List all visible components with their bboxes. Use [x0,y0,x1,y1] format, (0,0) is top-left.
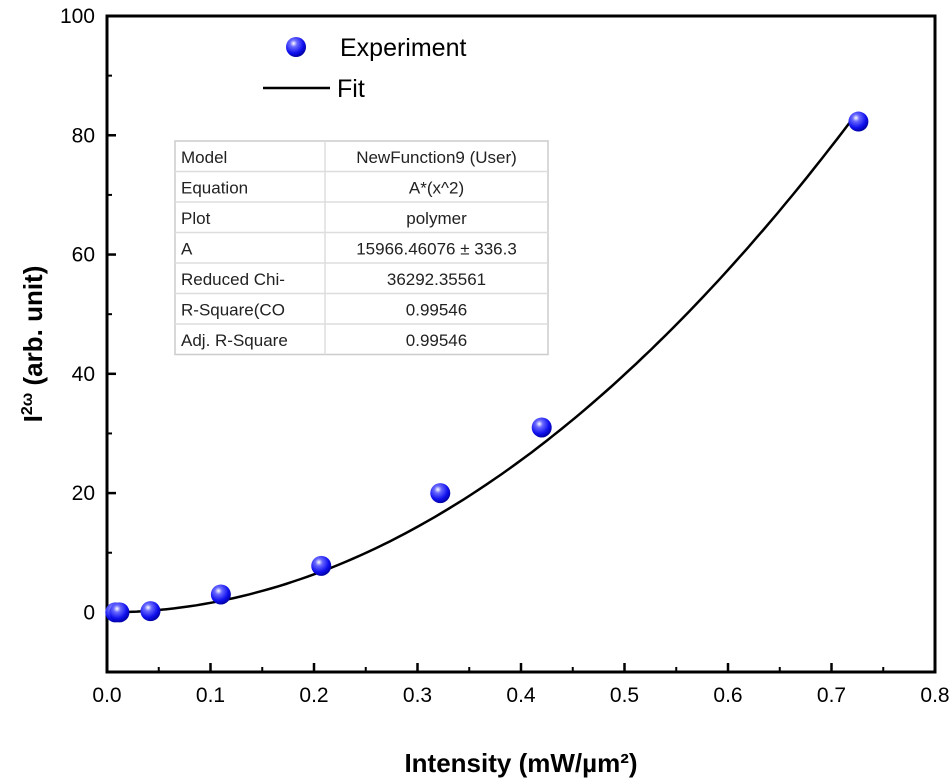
y-tick-label: 80 [72,124,95,147]
y-tick-label: 100 [60,5,95,28]
table-key: Model [181,148,227,167]
y-axis-label: I2ω (arb. unit) [18,266,48,423]
table-value: 0.99546 [406,301,467,320]
table-value: 15966.46076 ± 336.3 [356,240,517,259]
table-key: Reduced Chi- [181,270,285,289]
y-label-main: I [18,415,48,422]
data-point [311,555,332,576]
x-axis-label: Intensity (mW/µm²) [404,748,637,778]
data-point [430,483,451,504]
legend-marker-experiment [286,37,306,57]
legend-label-fit: Fit [337,75,365,103]
x-tick-label: 0.3 [403,684,432,707]
x-tick-label: 0.4 [506,684,536,707]
data-point [531,417,552,438]
table-frame [174,140,549,356]
table-value: NewFunction9 (User) [356,148,517,167]
table-value: 36292.35561 [387,270,486,289]
axes: 0.0 0.1 0.2 0.3 0.4 0.5 0.6 0.7 0.8 0 20 40 60 80 100 [60,5,950,707]
legend-label-experiment: Experiment [340,34,466,62]
data-point [140,601,161,622]
fit-line [106,118,854,614]
data-point [210,584,231,605]
x-tick-label: 0.0 [92,684,121,707]
data-point [109,602,130,623]
table-value: 0.99546 [406,331,467,350]
y-tick-label: 40 [72,363,95,386]
x-tick-label: 0.1 [196,684,225,707]
y-tick-label: 60 [72,244,95,267]
fit-layer [106,118,854,614]
table-key: A [181,240,193,259]
x-tick-label: 0.8 [920,684,949,707]
data-point [848,111,869,132]
x-tick-label: 0.7 [817,684,846,707]
table-key: Adj. R-Square [181,331,288,350]
y-tick-label: 0 [83,601,95,624]
fit-results-table: Model NewFunction9 (User) Equation A*(x^2) P… [174,140,549,356]
table-value: polymer [406,209,467,228]
table-key: Plot [181,209,211,228]
x-tick-label: 0.5 [610,684,639,707]
x-tick-label: 0.6 [713,684,742,707]
legend: Experiment Fit [263,34,466,103]
table-key: R-Square(CO [181,301,285,320]
points-layer [105,111,869,623]
y-label-rest: (arb. unit) [18,266,48,393]
table-key: Equation [181,179,248,198]
y-tick-label: 20 [72,482,95,505]
table-value: A*(x^2) [409,179,464,198]
y-label-sup: 2ω [19,393,36,415]
x-tick-label: 0.2 [299,684,328,707]
